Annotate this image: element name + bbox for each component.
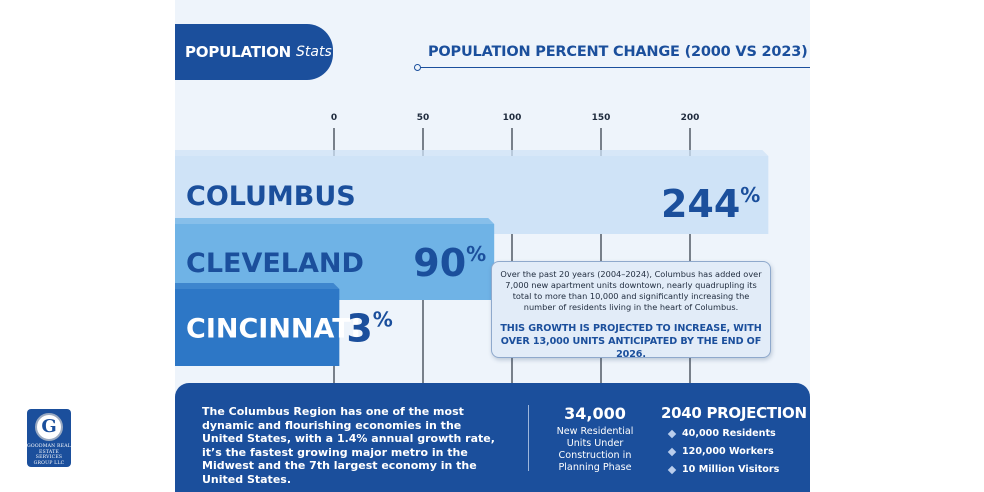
- bar-category-label: COLUMBUS: [186, 181, 356, 212]
- projection-item-label: 120,000 Workers: [682, 446, 774, 457]
- x-tick-label: 0: [331, 113, 337, 123]
- section-tab-bold: POPULATION: [185, 43, 292, 61]
- units-value: 34,000: [564, 404, 626, 423]
- callout-emphasis: THIS GROWTH IS PROJECTED TO INCREASE, WI…: [500, 323, 762, 360]
- projection-item-label: 10 Million Visitors: [682, 464, 780, 475]
- section-tab-italic: Stats: [296, 44, 332, 60]
- bar-value-number: 3: [346, 307, 372, 351]
- x-tick-label: 50: [417, 113, 430, 123]
- bar-value-label: 3%: [346, 307, 393, 351]
- projection-title: 2040 PROJECTION: [661, 404, 807, 422]
- logo-name: GOODMAN REAL ESTATE SERVICES GROUP LLC: [27, 444, 71, 466]
- bar-cincinnati: [175, 289, 340, 366]
- economy-description: The Columbus Region has one of the most …: [202, 405, 495, 486]
- bar-value-label: 90%: [413, 241, 486, 285]
- chart-title: POPULATION PERCENT CHANGE (2000 VS 2023): [428, 44, 808, 60]
- bar-value-number: 244: [661, 182, 740, 226]
- growth-callout: Over the past 20 years (2004–2024), Colu…: [491, 261, 771, 360]
- diamond-bullet-icon: [667, 465, 677, 475]
- title-dot-icon: [414, 64, 421, 71]
- projection-list: 40,000 Residents 120,000 Workers 10 Mill…: [667, 425, 780, 479]
- projection-item: 120,000 Workers: [667, 443, 779, 461]
- footer-band: The Columbus Region has one of the most …: [175, 383, 979, 492]
- x-tick-label: 100: [503, 113, 522, 123]
- bar-bevel: [175, 218, 495, 224]
- footer-divider: [528, 405, 529, 471]
- bar-value-suffix: %: [373, 308, 393, 332]
- title-underline: [417, 67, 810, 68]
- diamond-bullet-icon: [667, 429, 677, 439]
- section-tab: POPULATION Stats: [175, 24, 333, 80]
- x-tick-label: 150: [592, 113, 611, 123]
- projection-item-label: 40,000 Residents: [682, 428, 776, 439]
- projection-item: 10 Million Visitors: [667, 461, 780, 479]
- logo-g-icon: G: [35, 413, 63, 441]
- bar-value-number: 90: [413, 241, 466, 285]
- projection-item: 40,000 Residents: [667, 425, 779, 443]
- bar-bevel: [175, 283, 340, 289]
- callout-body: Over the past 20 years (2004–2024), Colu…: [500, 269, 762, 312]
- x-tick-label: 200: [681, 113, 700, 123]
- skyline-icon: [879, 412, 979, 492]
- company-logo: G GOODMAN REAL ESTATE SERVICES GROUP LLC: [27, 409, 71, 467]
- bar-category-label: CLEVELAND: [186, 248, 364, 279]
- units-label: New Residential Units Under Construction…: [556, 426, 634, 473]
- bar-bevel: [175, 150, 769, 156]
- bar-value-suffix: %: [740, 183, 760, 207]
- diamond-bullet-icon: [667, 447, 677, 457]
- bar-value-label: 244%: [661, 182, 760, 226]
- bar-value-suffix: %: [466, 242, 486, 266]
- bar-category-label: CINCINNATI: [186, 314, 361, 345]
